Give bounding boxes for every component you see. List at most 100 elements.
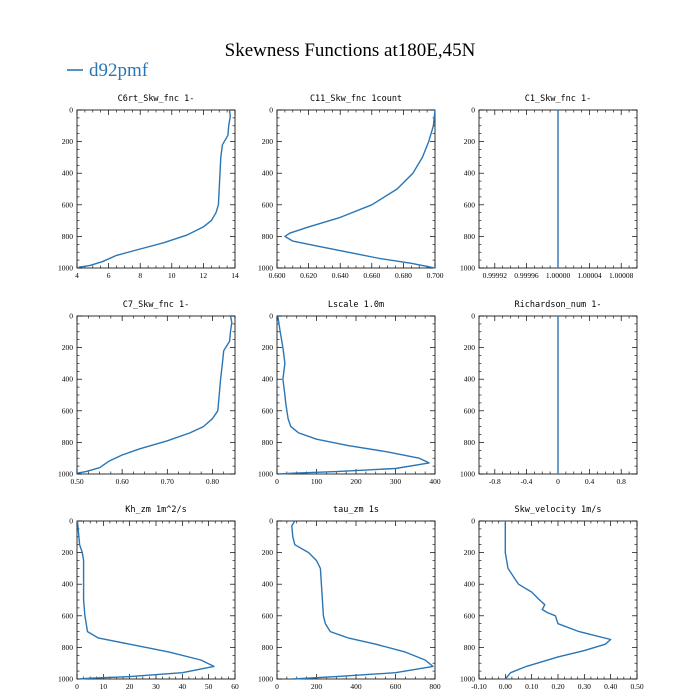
x-tick-label: 20 bbox=[126, 682, 134, 691]
y-tick-label: 200 bbox=[464, 137, 476, 146]
y-tick-label: 1000 bbox=[258, 470, 273, 479]
x-tick-label: -0.4 bbox=[520, 477, 532, 486]
y-tick-label: 800 bbox=[464, 232, 476, 241]
y-tick-label: 1000 bbox=[460, 675, 475, 684]
y-tick-label: 800 bbox=[62, 232, 74, 241]
x-tick-label: 0.680 bbox=[395, 271, 412, 280]
x-tick-label: 0.99992 bbox=[483, 271, 508, 280]
y-tick-label: 1000 bbox=[58, 470, 73, 479]
y-tick-label: 400 bbox=[62, 375, 74, 384]
y-tick-label: 1000 bbox=[258, 675, 273, 684]
series-line bbox=[284, 109, 436, 269]
x-tick-label: 0.4 bbox=[585, 477, 595, 486]
y-tick-label: 1000 bbox=[460, 264, 475, 273]
y-tick-label: 600 bbox=[262, 406, 274, 415]
figure-title: Skewness Functions at180E,45N bbox=[225, 40, 476, 61]
y-tick-label: 800 bbox=[262, 232, 274, 241]
chart-panel-8: Skw_velocity 1m/s 0 200 400 600 800 1000-0.10 0… bbox=[460, 505, 644, 691]
x-tick-label: 300 bbox=[390, 477, 402, 486]
x-tick-label: 4 bbox=[75, 271, 79, 280]
y-tick-label: 1000 bbox=[58, 675, 73, 684]
x-tick-label: 0.8 bbox=[617, 477, 627, 486]
y-tick-label: 400 bbox=[464, 580, 476, 589]
y-tick-label: 1000 bbox=[460, 470, 475, 479]
x-tick-label: 0.70 bbox=[161, 477, 174, 486]
series-line bbox=[504, 521, 612, 680]
x-tick-label: 10 bbox=[100, 682, 108, 691]
x-tick-label: 60 bbox=[231, 682, 239, 691]
x-tick-label: 800 bbox=[429, 682, 441, 691]
y-tick-label: 600 bbox=[464, 611, 476, 620]
x-tick-label: 0 bbox=[275, 477, 279, 486]
x-tick-label: 100 bbox=[311, 477, 323, 486]
y-tick-label: 0 bbox=[69, 106, 73, 115]
panel-title: C6rt_Skw_fnc 1- bbox=[118, 94, 195, 104]
y-tick-label: 200 bbox=[62, 343, 74, 352]
y-tick-label: 0 bbox=[69, 312, 73, 321]
panel-title: Skw_velocity 1m/s bbox=[515, 505, 602, 515]
x-tick-label: 6 bbox=[107, 271, 111, 280]
y-tick-label: 200 bbox=[262, 548, 274, 557]
y-tick-label: 0 bbox=[471, 106, 475, 115]
x-tick-label: 0.640 bbox=[332, 271, 349, 280]
x-tick-label: 0.00 bbox=[499, 682, 512, 691]
y-tick-label: 800 bbox=[262, 438, 274, 447]
y-tick-label: 200 bbox=[464, 548, 476, 557]
panel-title: Richardson_num 1- bbox=[515, 300, 602, 310]
x-tick-label: 0.40 bbox=[604, 682, 617, 691]
x-tick-label: 0.620 bbox=[300, 271, 317, 280]
x-tick-label: 0 bbox=[275, 682, 279, 691]
y-tick-label: 200 bbox=[464, 343, 476, 352]
x-tick-label: 12 bbox=[200, 271, 208, 280]
y-tick-label: 600 bbox=[62, 200, 74, 209]
y-tick-label: 800 bbox=[62, 643, 74, 652]
plot-frame bbox=[276, 520, 436, 680]
plot-frame bbox=[276, 109, 436, 269]
x-tick-label: -0.10 bbox=[471, 682, 487, 691]
y-tick-label: 0 bbox=[471, 312, 475, 321]
y-tick-label: 400 bbox=[262, 375, 274, 384]
plot-frame bbox=[76, 315, 236, 475]
y-tick-label: 800 bbox=[464, 438, 476, 447]
y-tick-label: 0 bbox=[269, 517, 273, 526]
x-tick-label: 30 bbox=[152, 682, 160, 691]
y-tick-label: 400 bbox=[464, 169, 476, 178]
plot-frame bbox=[276, 315, 436, 475]
x-tick-label: 0 bbox=[556, 477, 560, 486]
y-tick-label: 400 bbox=[464, 375, 476, 384]
x-tick-label: 0.99996 bbox=[514, 271, 539, 280]
y-tick-label: 400 bbox=[62, 580, 74, 589]
x-tick-label: 600 bbox=[390, 682, 402, 691]
panel-title: tau_zm 1s bbox=[333, 505, 379, 515]
y-tick-label: 600 bbox=[262, 611, 274, 620]
x-tick-label: 0.30 bbox=[578, 682, 591, 691]
y-tick-label: 400 bbox=[262, 169, 274, 178]
y-tick-label: 400 bbox=[62, 169, 74, 178]
x-tick-label: 1.00004 bbox=[577, 271, 602, 280]
panel-title: Kh_zm 1m^2/s bbox=[125, 505, 186, 515]
x-tick-label: 0.600 bbox=[269, 271, 286, 280]
y-tick-label: 200 bbox=[62, 137, 74, 146]
x-tick-label: 200 bbox=[311, 682, 323, 691]
x-tick-label: 0.60 bbox=[116, 477, 129, 486]
plot-frame bbox=[478, 520, 638, 680]
y-tick-label: 600 bbox=[464, 200, 476, 209]
y-tick-label: 200 bbox=[262, 343, 274, 352]
series-line bbox=[78, 109, 232, 268]
y-tick-label: 0 bbox=[69, 517, 73, 526]
x-tick-label: 0 bbox=[75, 682, 79, 691]
y-tick-label: 1000 bbox=[258, 264, 273, 273]
x-tick-label: 200 bbox=[350, 477, 362, 486]
x-tick-label: 0.700 bbox=[427, 271, 444, 280]
x-tick-label: 14 bbox=[231, 271, 239, 280]
chart-panel-1: C11_Skw_fnc 1count 0 200 400 600 800 10000.600… bbox=[258, 94, 444, 280]
legend-label: d92pmf bbox=[89, 60, 149, 81]
x-tick-label: 8 bbox=[138, 271, 142, 280]
legend: d92pmf bbox=[67, 60, 149, 81]
y-tick-label: 800 bbox=[262, 643, 274, 652]
